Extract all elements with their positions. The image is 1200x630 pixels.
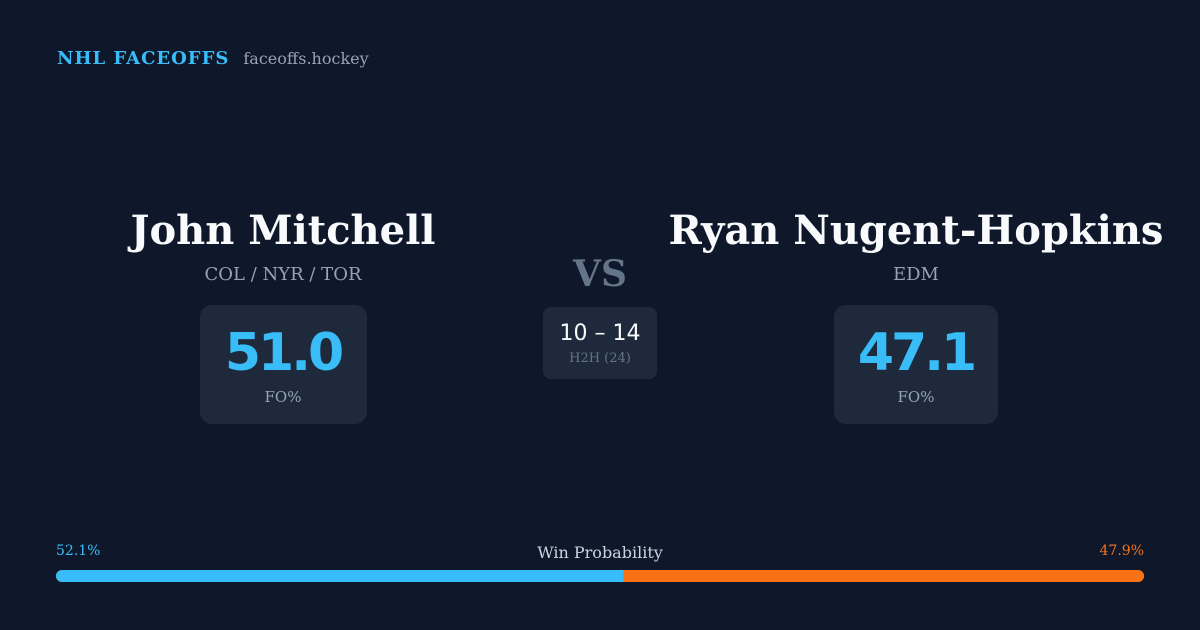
win-probability-right-fill — [622, 570, 1144, 582]
brand-name[interactable]: NHL FACEOFFS — [57, 48, 230, 69]
head-to-head-card: 10 – 14 H2H (24) — [543, 307, 657, 379]
player-left-stat-card: 51.0 FO% — [199, 305, 367, 424]
player-left-fo-label: FO% — [264, 387, 302, 406]
h2h-score: 10 – 14 — [559, 320, 641, 346]
player-left: John Mitchell COL / NYR / TOR 51.0 FO% — [130, 205, 436, 424]
player-right-fo-value: 47.1 — [857, 322, 977, 383]
h2h-label: H2H (24) — [569, 350, 631, 366]
win-probability-right-label: 47.9% — [1099, 543, 1144, 559]
win-probability-left-fill — [56, 570, 623, 582]
player-right-team: EDM — [892, 264, 939, 285]
player-right-fo-label: FO% — [897, 387, 935, 406]
brand-header: NHL FACEOFFS faceoffs.hockey — [57, 48, 369, 69]
player-left-fo-value: 51.0 — [224, 322, 344, 383]
win-probability-left-label: 52.1% — [56, 543, 101, 559]
win-probability-labels: 52.1% Win Probability 47.9% — [56, 543, 1144, 563]
player-left-name: John Mitchell — [130, 207, 436, 254]
player-left-team: COL / NYR / TOR — [204, 264, 362, 285]
win-probability-title: Win Probability — [537, 543, 663, 562]
player-right-name: Ryan Nugent-Hopkins — [668, 207, 1164, 254]
brand-domain[interactable]: faceoffs.hockey — [243, 49, 369, 68]
win-probability-bar — [56, 570, 1144, 582]
player-right-stat-card: 47.1 FO% — [834, 305, 998, 424]
versus-label: VS — [573, 253, 627, 295]
player-right: Ryan Nugent-Hopkins EDM 47.1 FO% — [666, 205, 1166, 424]
